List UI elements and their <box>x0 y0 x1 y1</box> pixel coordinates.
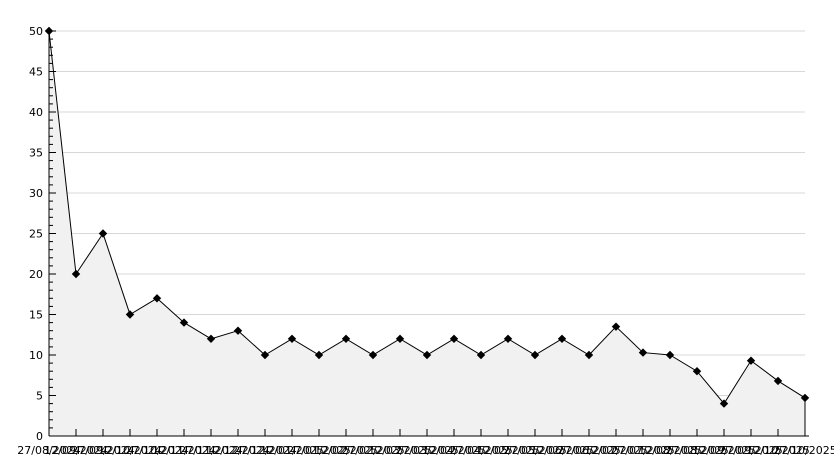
data-point-marker <box>233 326 243 335</box>
data-point-marker <box>395 334 405 344</box>
data-point-marker <box>503 334 513 344</box>
data-point-marker <box>476 350 486 360</box>
data-point-marker <box>692 366 702 376</box>
data-point-marker <box>260 350 270 360</box>
data-point-marker <box>287 334 297 344</box>
data-point-marker <box>449 334 459 344</box>
data-point-marker <box>800 393 810 403</box>
data-point-marker <box>557 334 567 344</box>
data-point-marker <box>125 310 135 319</box>
x-tick-label: 27/02/2025 <box>341 444 404 457</box>
data-point-marker <box>341 334 351 344</box>
x-tick-label: 12/02/2025 <box>314 444 377 457</box>
y-tick-label: 10 <box>29 349 43 362</box>
data-point-marker <box>422 350 432 360</box>
x-tick-label: 27/01/2025 <box>287 444 350 457</box>
x-tick-label: 27/04/2025 <box>449 444 512 457</box>
x-tick-label: 27/05/2025 <box>503 444 566 457</box>
x-tick-label: 12/05/2025 <box>476 444 539 457</box>
x-tick-label: 27/07/2025 <box>611 444 674 457</box>
data-point-marker <box>638 348 648 357</box>
x-tick-label: 12/06/2025 <box>530 444 593 457</box>
data-point-marker <box>719 399 729 408</box>
x-tick-label: 12/10/2024 <box>98 444 161 457</box>
x-tick-label: 12/11/2024 <box>152 444 215 457</box>
y-tick-label: 5 <box>36 390 43 403</box>
x-tick-label: 27/10/2024 <box>125 444 188 457</box>
x-tick-label: 27/06/2025 <box>557 444 620 457</box>
y-tick-label: 35 <box>29 147 43 160</box>
x-tick-label: 12/04/2025 <box>422 444 485 457</box>
x-tick-label: 27/11/2024 <box>179 444 242 457</box>
y-tick-label: 15 <box>29 309 43 322</box>
data-point-marker <box>98 229 108 238</box>
y-tick-label: 20 <box>29 268 43 281</box>
x-tick-label: 27/09/2024 <box>71 444 134 457</box>
y-tick-label: 0 <box>36 430 43 443</box>
x-tick-label: 27/09/2025 <box>719 444 782 457</box>
y-tick-label: 50 <box>29 25 43 38</box>
x-tick-label: 27/12/2024 <box>233 444 296 457</box>
data-point-marker <box>152 294 162 303</box>
y-tick-label: 30 <box>29 187 43 200</box>
x-tick-label: 12/12/2024 <box>206 444 269 457</box>
y-tick-label: 40 <box>29 106 43 119</box>
x-tick-label: 12/01/2025 <box>260 444 323 457</box>
data-point-marker <box>665 350 675 360</box>
data-point-marker <box>314 350 324 360</box>
data-line <box>48 30 806 436</box>
data-point-marker <box>746 356 756 365</box>
data-point-marker <box>530 350 540 360</box>
x-tick-label: 12/07/2025 <box>584 444 647 457</box>
x-tick-label: 27/10/2025 <box>773 444 834 457</box>
data-point-marker <box>206 334 216 344</box>
x-tick-label: 12/09/2024 <box>44 444 107 457</box>
x-tick-label: 12/10/2025 <box>746 444 809 457</box>
data-point-marker <box>179 318 189 327</box>
x-tick-label: 27/08/2024 <box>17 444 80 457</box>
x-axis: 27/08/202412/09/202427/09/202412/10/2024… <box>17 429 834 457</box>
x-tick-label: 12/09/2025 <box>692 444 755 457</box>
data-point-marker <box>584 350 594 360</box>
x-tick-label: 12/08/2025 <box>638 444 701 457</box>
y-tick-label: 25 <box>29 228 43 241</box>
x-tick-label: 27/08/2025 <box>665 444 728 457</box>
x-tick-label: 12/03/2025 <box>368 444 431 457</box>
y-tick-label: 45 <box>29 66 43 79</box>
data-point-marker <box>71 269 81 279</box>
data-point-marker <box>611 322 621 331</box>
data-point-markers <box>44 26 810 408</box>
x-tick-label: 27/03/2025 <box>395 444 458 457</box>
data-point-marker <box>368 350 378 360</box>
y-axis: 0 5 10 15 20 25 30 35 40 45 50 <box>29 25 56 443</box>
data-point-marker <box>773 376 783 386</box>
